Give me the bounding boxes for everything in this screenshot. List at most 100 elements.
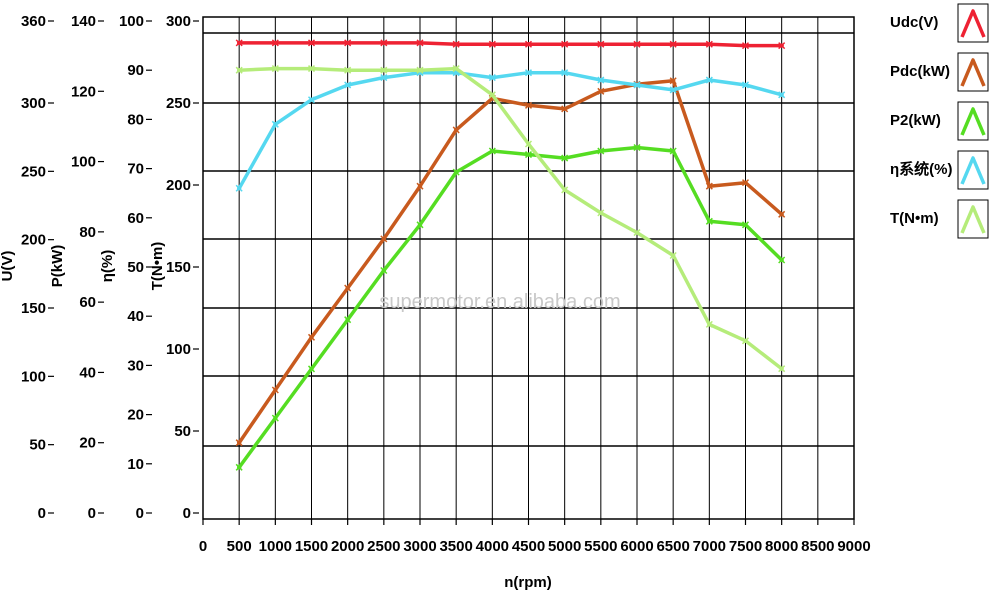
y-tick-label: 20	[127, 407, 144, 424]
y-tick-label: 100	[119, 13, 144, 30]
x-axis: 0 500 1000 1500 2000 2500 3000 3500 4000 4500 5000…	[199, 519, 871, 591]
y-tick-label: 300	[166, 13, 191, 30]
x-tick-label: 7500	[729, 538, 762, 555]
x-tick-label: 5000	[548, 538, 581, 555]
y-tick-label: 0	[38, 505, 46, 522]
data-point-dot	[707, 322, 712, 327]
data-point-dot	[417, 68, 423, 73]
data-point-dot	[562, 106, 567, 112]
y-tick-label: 0	[88, 505, 96, 522]
data-point-dot	[779, 366, 784, 371]
data-point-dot	[743, 338, 748, 343]
y-axis-title: T(N•m)	[149, 242, 166, 291]
data-point-dot	[309, 66, 314, 71]
data-point-dot	[526, 103, 531, 108]
data-point-dot	[381, 236, 387, 242]
y-tick-label: 100	[166, 341, 191, 358]
series-T(N•m)	[235, 65, 786, 373]
legend-label: η系统(%)	[890, 160, 953, 178]
y-tick-label: 120	[71, 83, 96, 100]
data-point-dot	[309, 97, 314, 102]
data-point-dot	[381, 75, 387, 80]
series-line	[237, 70, 783, 190]
data-point-dot	[345, 68, 350, 73]
data-point-dot	[707, 183, 712, 189]
data-point-dot	[273, 40, 278, 46]
legend-label: Udc(V)	[890, 14, 938, 31]
data-point-dot	[598, 89, 604, 94]
legend-swatch	[960, 156, 986, 185]
data-point-dot	[634, 82, 640, 88]
y-tick-label: 60	[79, 294, 96, 311]
y-tick-label: 200	[166, 177, 191, 194]
data-point-dot	[670, 148, 676, 154]
data-point-dot	[562, 187, 567, 193]
y-tick-label: 150	[21, 300, 46, 317]
data-point-dot	[779, 257, 784, 263]
data-point-dot	[273, 387, 278, 393]
data-point-dot	[598, 42, 604, 47]
data-point-dot	[562, 42, 567, 47]
data-point-dot	[453, 66, 459, 71]
legend-entry: T(N•m)	[890, 199, 989, 239]
y-tick-label: 70	[127, 161, 144, 178]
y-axis-title: U(V)	[0, 251, 16, 282]
y-tick-label: 360	[21, 13, 46, 30]
y-tick-label: 80	[79, 224, 96, 241]
x-tick-label: 6500	[656, 538, 689, 555]
data-point-dot	[779, 212, 784, 217]
y-axes: 050100150200250300360U(V)020406080100120…	[0, 13, 199, 522]
data-point-dot	[273, 415, 278, 421]
y-axis-T: 0 50 100 150 200 250 300 T(N•m)	[149, 13, 199, 522]
series-Udc(V)	[235, 39, 786, 50]
legend-label: T(N•m)	[890, 210, 939, 227]
data-point-dot	[490, 148, 495, 154]
legend-swatch	[960, 9, 986, 38]
data-point-dot	[236, 68, 242, 73]
data-point-dot	[634, 230, 640, 235]
y-tick-label: 100	[21, 368, 46, 385]
x-tick-label: 3500	[439, 538, 472, 555]
y-axis-eta: 0 10 20 30 40 50 60 70 80 90 100 η(%)	[99, 13, 152, 522]
x-tick-label: 5500	[584, 538, 617, 555]
series-line	[237, 145, 783, 469]
y-tick-label: 40	[127, 308, 144, 325]
y-tick-label: 0	[136, 505, 144, 522]
data-point-dot	[779, 43, 784, 48]
x-tick-label: 4000	[476, 538, 509, 555]
data-point-dot	[309, 40, 314, 46]
data-point-dot	[490, 42, 495, 47]
x-tick-label: 500	[227, 538, 252, 555]
data-point-dot	[381, 268, 387, 273]
data-point-dot	[236, 186, 242, 191]
x-tick-label: 9000	[837, 538, 870, 555]
x-axis-title: n(rpm)	[504, 574, 552, 591]
y-tick-label: 250	[166, 95, 191, 112]
legend-entry: η系统(%)	[890, 150, 989, 190]
data-point-dot	[670, 42, 676, 47]
data-point-dot	[381, 68, 387, 73]
data-point-dot	[598, 148, 604, 154]
watermark-text: supermotor.en.alibaba.com	[379, 291, 620, 313]
legend-swatch	[960, 58, 986, 87]
legend-entry: Udc(V)	[890, 3, 989, 43]
data-point-dot	[634, 145, 640, 150]
data-point-dot	[598, 77, 604, 83]
y-tick-label: 30	[127, 357, 144, 374]
data-point-dot	[417, 183, 423, 189]
series-line	[237, 78, 783, 444]
data-point-dot	[453, 169, 459, 175]
y-tick-label: 50	[127, 259, 144, 276]
x-tick-label: 8500	[801, 538, 834, 555]
data-point-dot	[562, 155, 567, 161]
data-point-dot	[345, 317, 350, 322]
y-tick-label: 100	[71, 154, 96, 171]
data-point-dot	[743, 222, 748, 228]
series-P2(kW)	[235, 143, 786, 471]
legend-label: P2(kW)	[890, 112, 941, 129]
data-point-dot	[634, 42, 640, 47]
data-point-dot	[453, 127, 459, 133]
y-tick-label: 40	[79, 364, 96, 381]
y-axis-P: 0 20 40 60 80 100 120 140 P(kW)	[49, 13, 104, 522]
data-point-dot	[670, 87, 676, 93]
